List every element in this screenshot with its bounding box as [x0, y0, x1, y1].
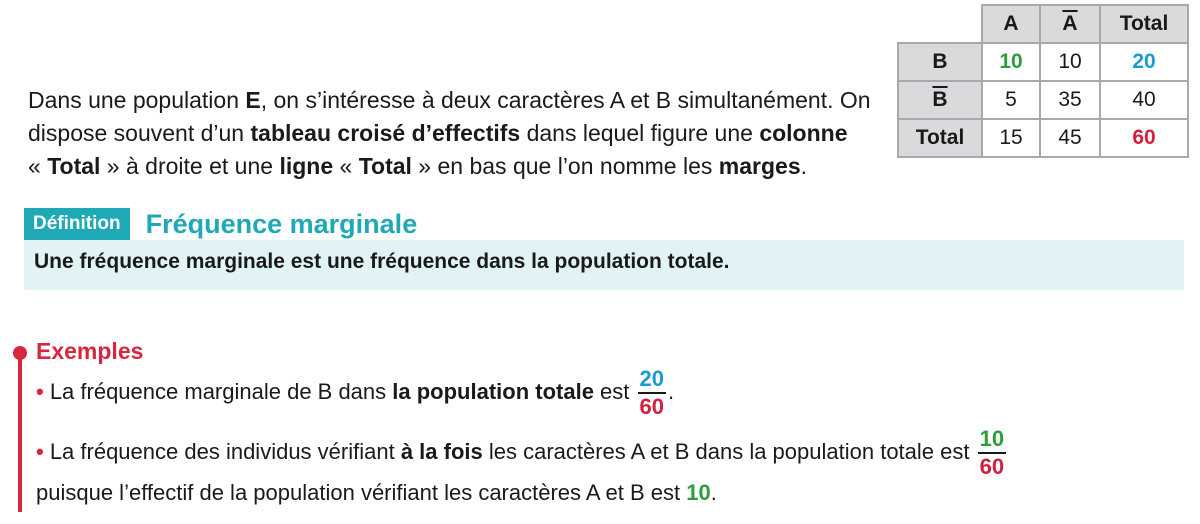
- example-text: La fréquence marginale de B dans: [43, 378, 393, 404]
- table-cell: 10: [981, 42, 1041, 82]
- intro-text: «: [28, 153, 48, 179]
- intro-bold: marges: [718, 153, 801, 179]
- examples-title: Exemples: [36, 338, 144, 364]
- intro-bold: colonne: [759, 120, 848, 146]
- example-text: .: [668, 378, 675, 404]
- definition-bold: fréquence marginale: [79, 250, 285, 273]
- bullet-icon: •: [36, 438, 44, 464]
- definition-header: Définition Fréquence marginale: [24, 208, 1184, 240]
- intro-bold: ligne: [279, 153, 334, 179]
- table-cell: 10: [1039, 42, 1101, 82]
- table-cell: 5: [981, 80, 1041, 120]
- intro-text: » en bas que l’on nomme les: [411, 153, 719, 179]
- intro-text: dans lequel figure une: [520, 120, 760, 146]
- table-row: B 5 35 40: [897, 80, 1189, 120]
- example-text: .: [710, 480, 717, 505]
- intro-bold: Total: [47, 153, 101, 179]
- example-text: les caractères A et B dans la population…: [482, 438, 976, 464]
- col-header-not-a: A: [1039, 4, 1101, 44]
- row-header-not-b-label: B: [932, 88, 948, 111]
- intro-paragraph: Dans une population E, on s’intéresse à …: [28, 84, 888, 183]
- table-cell: 40: [1099, 80, 1189, 120]
- table-cell: 45: [1039, 118, 1101, 158]
- bullet-icon: •: [36, 378, 44, 404]
- intro-bold: E: [245, 87, 261, 113]
- fraction-numerator: 10: [979, 426, 1005, 451]
- intro-text: Dans une population: [28, 87, 246, 113]
- table-row: B 10 10 20: [897, 42, 1189, 82]
- example-1: • La fréquence marginale de B dans la po…: [36, 366, 674, 420]
- col-header-total: Total: [1099, 4, 1189, 44]
- example-2: • La fréquence des individus vérifiant à…: [36, 426, 1008, 480]
- examples-bar: [18, 354, 22, 512]
- intro-text: .: [800, 153, 807, 179]
- table-cell: 15: [981, 118, 1041, 158]
- intro-text: , on s’intéresse à deux caractères A et …: [28, 87, 871, 146]
- definition-text: est une fréquence dans la population tot…: [284, 250, 730, 273]
- definition-tag: Définition: [24, 208, 130, 240]
- example-bold: à la fois: [400, 438, 483, 464]
- examples-dot-icon: [13, 346, 27, 360]
- intro-bold: tableau croisé d’effectifs: [250, 120, 521, 146]
- row-header-b: B: [897, 42, 983, 82]
- definition-title: Fréquence marginale: [145, 209, 418, 239]
- fraction-10-60: 10 60: [977, 426, 1007, 480]
- row-header-not-b: B: [897, 80, 983, 120]
- table-row: Total 15 45 60: [897, 118, 1189, 158]
- example-text: puisque l’effectif de la population véri…: [36, 480, 687, 505]
- example-2-continuation: puisque l’effectif de la population véri…: [36, 480, 717, 506]
- fraction-numerator: 20: [639, 366, 664, 391]
- fraction-denominator: 60: [637, 392, 666, 419]
- table-cell: 60: [1099, 118, 1189, 158]
- example-bold: la population totale: [392, 378, 594, 404]
- row-header-total: Total: [897, 118, 983, 158]
- intro-text: «: [333, 153, 359, 179]
- table-cell: 20: [1099, 42, 1189, 82]
- fraction-denominator: 60: [977, 452, 1007, 479]
- col-header-a: A: [981, 4, 1041, 44]
- definition-box: Définition Fréquence marginale Une fréque…: [24, 208, 1184, 290]
- intro-bold: Total: [358, 153, 412, 179]
- col-header-not-a-label: A: [1062, 12, 1078, 35]
- definition-text: Une: [34, 250, 80, 273]
- crosstab-table: A A Total B 10 10 20 B 5 35 40 Total 15 …: [897, 4, 1189, 158]
- table-corner: [898, 5, 982, 43]
- fraction-20-60: 20 60: [637, 366, 666, 420]
- table-cell: 35: [1039, 80, 1101, 120]
- definition-body: Une fréquence marginale est une fréquenc…: [24, 240, 1184, 290]
- example-bold-green: 10: [686, 480, 711, 505]
- table-header-row: A A Total: [898, 4, 1189, 44]
- example-text: est: [593, 378, 636, 404]
- example-text: La fréquence des individus vérifiant: [43, 438, 401, 464]
- intro-text: » à droite et une: [100, 153, 280, 179]
